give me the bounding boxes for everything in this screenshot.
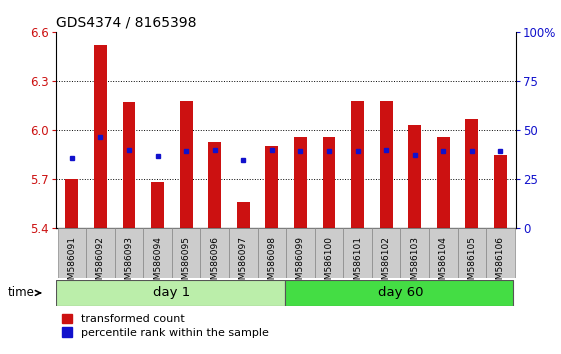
Text: GSM586092: GSM586092 (96, 236, 105, 291)
Bar (229, 228, 257, 278)
Bar (265, 147, 278, 228)
Bar (56, 280, 284, 306)
Bar (94, 45, 107, 228)
Text: time: time (8, 286, 41, 299)
Text: GSM586104: GSM586104 (439, 236, 448, 291)
Text: GSM586093: GSM586093 (125, 236, 134, 291)
Text: GSM586099: GSM586099 (296, 236, 305, 291)
Bar (172, 228, 200, 278)
Bar (486, 228, 514, 278)
Text: GSM586096: GSM586096 (210, 236, 219, 291)
Bar (408, 125, 421, 228)
Bar (58, 228, 86, 278)
Bar (208, 142, 221, 228)
Bar (429, 228, 458, 278)
Bar (114, 228, 143, 278)
Bar (180, 101, 192, 228)
Bar (284, 280, 513, 306)
Text: GSM586091: GSM586091 (67, 236, 76, 291)
Text: GSM586097: GSM586097 (239, 236, 248, 291)
Bar (380, 101, 393, 228)
Text: GDS4374 / 8165398: GDS4374 / 8165398 (56, 15, 196, 29)
Bar (143, 228, 172, 278)
Text: GSM586106: GSM586106 (496, 236, 505, 291)
Text: GSM586094: GSM586094 (153, 236, 162, 291)
Text: day 1: day 1 (153, 286, 190, 299)
Legend: transformed count, percentile rank within the sample: transformed count, percentile rank withi… (62, 314, 268, 338)
Bar (458, 228, 486, 278)
Text: day 60: day 60 (378, 286, 423, 299)
Bar (122, 102, 135, 228)
Bar (315, 228, 343, 278)
Bar (372, 228, 401, 278)
Text: GSM586103: GSM586103 (410, 236, 419, 291)
Bar (286, 228, 315, 278)
Bar (151, 183, 164, 228)
Bar (437, 137, 450, 228)
Text: GSM586100: GSM586100 (324, 236, 333, 291)
Bar (494, 155, 507, 228)
Text: GSM586102: GSM586102 (381, 236, 390, 291)
Bar (466, 119, 479, 228)
Bar (200, 228, 229, 278)
Text: GSM586098: GSM586098 (268, 236, 277, 291)
Bar (401, 228, 429, 278)
Bar (294, 137, 307, 228)
Bar (257, 228, 286, 278)
Bar (323, 137, 335, 228)
Text: GSM586095: GSM586095 (182, 236, 191, 291)
Bar (237, 202, 250, 228)
Bar (343, 228, 372, 278)
Bar (66, 179, 78, 228)
Text: GSM586105: GSM586105 (467, 236, 476, 291)
Text: GSM586101: GSM586101 (353, 236, 362, 291)
Bar (351, 101, 364, 228)
Bar (86, 228, 114, 278)
